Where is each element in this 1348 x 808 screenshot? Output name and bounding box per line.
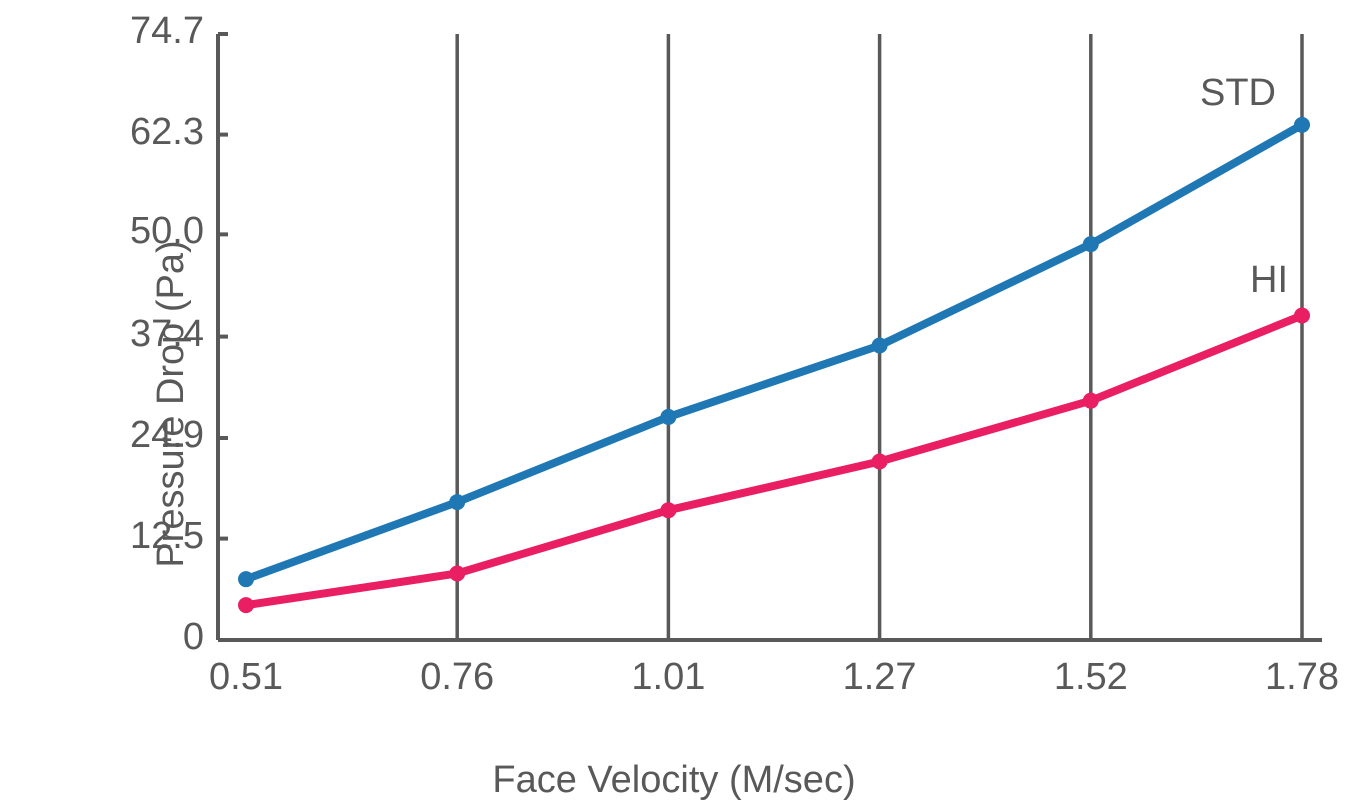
series-marker-std bbox=[1294, 117, 1310, 133]
series-line-std bbox=[246, 125, 1302, 579]
series-marker-std bbox=[449, 494, 465, 510]
series-marker-hi bbox=[1083, 393, 1099, 409]
y-tick-label: 74.7 bbox=[130, 10, 204, 53]
x-tick-label: 0.51 bbox=[209, 656, 283, 699]
series-marker-hi bbox=[449, 565, 465, 581]
pressure-drop-chart: Pressure Drop (Pa) Face Velocity (M/sec)… bbox=[0, 0, 1348, 808]
series-label-hi: HI bbox=[1250, 259, 1288, 302]
y-tick-label: 62.3 bbox=[130, 111, 204, 154]
y-tick-label: 50.0 bbox=[130, 210, 204, 253]
series-marker-std bbox=[238, 571, 254, 587]
series-marker-hi bbox=[1294, 308, 1310, 324]
y-tick-label: 0 bbox=[183, 616, 204, 659]
x-tick-label: 1.78 bbox=[1265, 656, 1339, 699]
series-marker-std bbox=[1083, 236, 1099, 252]
series-line-hi bbox=[246, 316, 1302, 606]
x-tick-label: 0.76 bbox=[420, 656, 494, 699]
x-tick-label: 1.52 bbox=[1054, 656, 1128, 699]
series-marker-hi bbox=[660, 502, 676, 518]
series-marker-hi bbox=[238, 597, 254, 613]
y-tick-label: 37.4 bbox=[130, 313, 204, 356]
x-tick-label: 1.27 bbox=[843, 656, 917, 699]
series-label-std: STD bbox=[1200, 72, 1276, 115]
series-marker-std bbox=[660, 409, 676, 425]
series-marker-hi bbox=[872, 454, 888, 470]
y-tick-label: 12.5 bbox=[130, 515, 204, 558]
series-marker-std bbox=[872, 338, 888, 354]
y-tick-label: 24.9 bbox=[130, 414, 204, 457]
x-tick-label: 1.01 bbox=[631, 656, 705, 699]
